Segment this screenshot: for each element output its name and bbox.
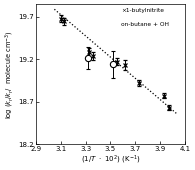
Text: on-butane + OH: on-butane + OH — [121, 22, 169, 27]
X-axis label: $(1/T\ \cdot\ 10^2)\ (\mathrm{K}^{-1})$: $(1/T\ \cdot\ 10^2)\ (\mathrm{K}^{-1})$ — [81, 154, 140, 166]
Y-axis label: log $(k_r/k_r/$  molecule cm$^{-3}$): log $(k_r/k_r/$ molecule cm$^{-3}$) — [4, 30, 16, 118]
Text: ×1-butylnitrite: ×1-butylnitrite — [121, 8, 164, 13]
